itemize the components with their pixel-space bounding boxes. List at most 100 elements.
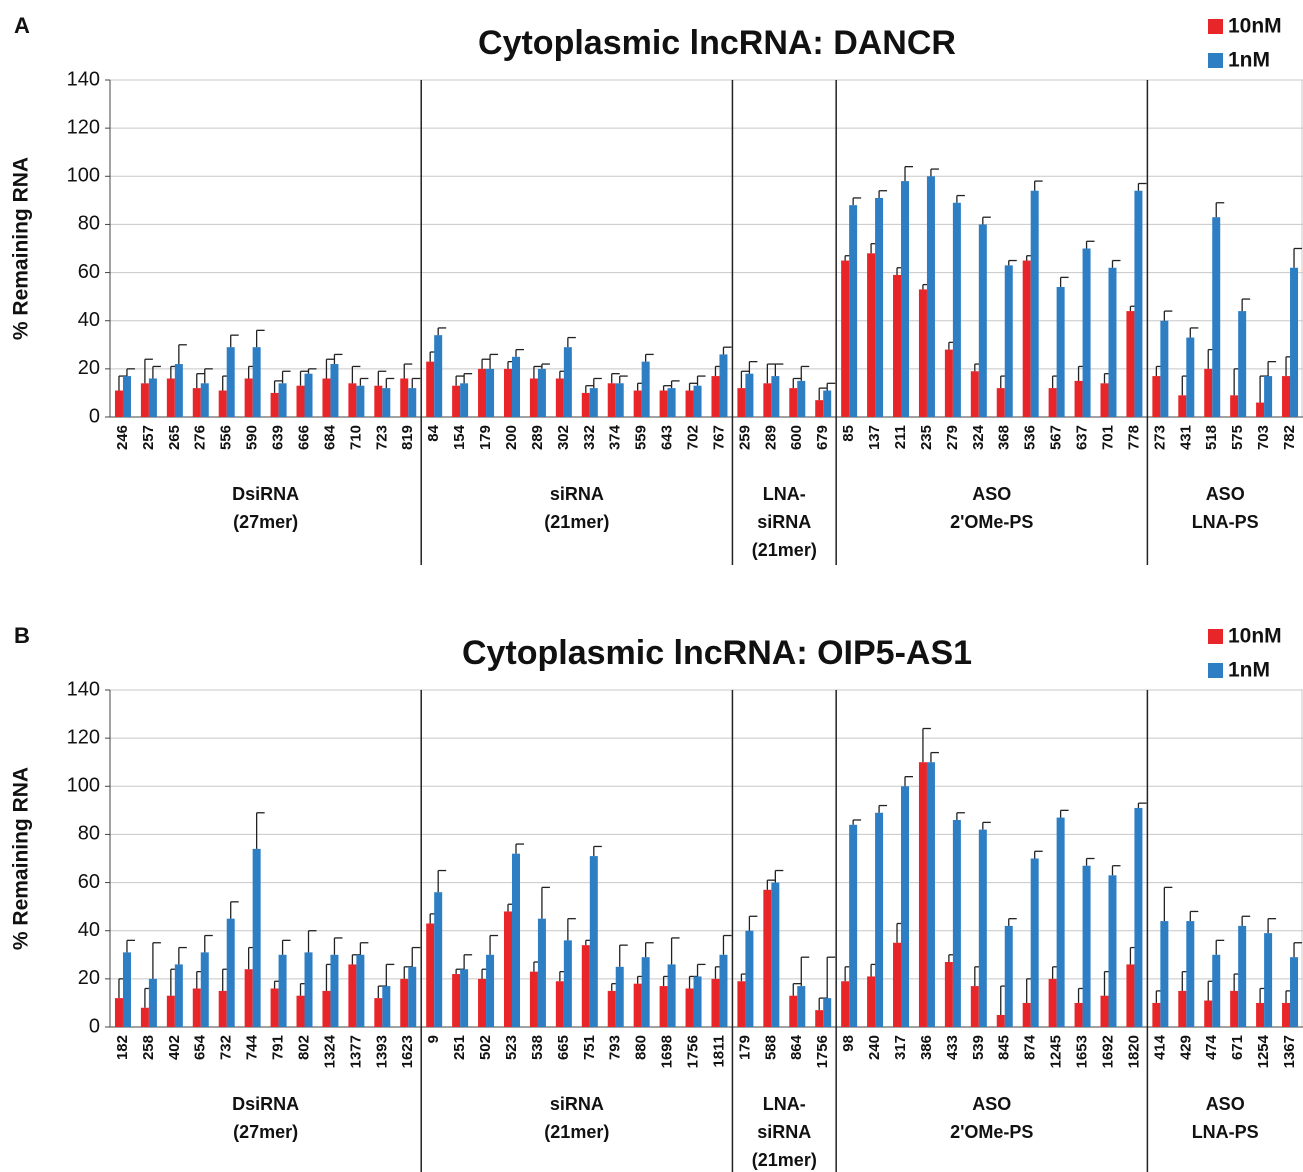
group-label: (27mer) xyxy=(233,512,298,532)
y-tick-label: 20 xyxy=(78,357,100,379)
bar xyxy=(641,361,650,417)
group-label: ASO xyxy=(972,484,1011,504)
x-tick-label: 1756 xyxy=(814,1035,831,1068)
x-tick-label: 701 xyxy=(1099,425,1116,450)
panel-label: B xyxy=(14,623,30,648)
bar xyxy=(1160,921,1169,1027)
x-tick-label: 710 xyxy=(347,425,364,450)
bar xyxy=(244,969,253,1027)
y-tick-label: 140 xyxy=(67,678,100,700)
bar xyxy=(1100,995,1109,1027)
x-tick-label: 751 xyxy=(581,1035,598,1060)
bar xyxy=(486,368,495,417)
bar xyxy=(296,385,305,417)
bar xyxy=(122,376,131,417)
bar xyxy=(511,853,520,1027)
bar xyxy=(278,954,287,1027)
bar xyxy=(823,998,832,1027)
x-tick-label: 386 xyxy=(918,1035,935,1060)
bar xyxy=(304,373,313,417)
y-tick-label: 60 xyxy=(78,261,100,283)
bar xyxy=(867,976,876,1027)
bar xyxy=(460,969,469,1027)
x-tick-label: 98 xyxy=(840,1035,857,1052)
bar xyxy=(737,388,746,417)
bar xyxy=(1264,933,1273,1027)
bar xyxy=(148,378,157,417)
bar xyxy=(771,376,780,417)
bar xyxy=(815,400,824,417)
bar xyxy=(348,964,357,1027)
bar xyxy=(823,390,832,417)
bar xyxy=(122,952,131,1027)
bar xyxy=(460,383,469,417)
x-tick-label: 845 xyxy=(996,1035,1013,1060)
group-label: LNA- xyxy=(763,1094,806,1114)
x-tick-label: 556 xyxy=(218,425,235,450)
x-tick-label: 1393 xyxy=(373,1035,390,1068)
bar xyxy=(563,940,572,1027)
bar xyxy=(426,361,435,417)
x-tick-label: 289 xyxy=(529,425,546,450)
group-label: (21mer) xyxy=(752,1150,817,1170)
bar xyxy=(140,1007,149,1027)
bar xyxy=(400,378,409,417)
x-tick-label: 588 xyxy=(762,1035,779,1060)
bar xyxy=(1256,402,1265,417)
bar xyxy=(1282,376,1291,417)
x-tick-label: 289 xyxy=(762,425,779,450)
bar xyxy=(140,383,149,417)
bar xyxy=(1212,954,1221,1027)
bar xyxy=(1212,217,1221,417)
bar xyxy=(952,819,961,1027)
bar xyxy=(1074,1002,1083,1027)
group-label: DsiRNA xyxy=(232,1094,299,1114)
x-tick-label: 518 xyxy=(1203,425,1220,450)
group-label: siRNA xyxy=(550,484,604,504)
bar xyxy=(1238,311,1247,417)
x-tick-label: 332 xyxy=(581,425,598,450)
bar xyxy=(763,383,772,417)
x-tick-label: 258 xyxy=(140,1035,157,1060)
bar xyxy=(1186,337,1195,417)
bar xyxy=(1178,395,1187,417)
bar xyxy=(408,966,417,1027)
bar xyxy=(511,356,520,417)
bar xyxy=(356,385,365,417)
bar xyxy=(918,762,927,1027)
x-tick-label: 1698 xyxy=(659,1035,676,1068)
legend-label: 10nM xyxy=(1228,15,1282,38)
y-tick-label: 80 xyxy=(78,823,100,845)
bar xyxy=(978,829,987,1027)
bar xyxy=(330,364,339,417)
x-tick-label: 778 xyxy=(1125,425,1142,450)
group-label: DsiRNA xyxy=(232,484,299,504)
bar xyxy=(581,392,590,417)
bar xyxy=(278,383,287,417)
x-tick-label: 279 xyxy=(944,425,961,450)
x-tick-label: 137 xyxy=(866,425,883,450)
x-tick-label: 665 xyxy=(555,1035,572,1060)
y-tick-label: 100 xyxy=(67,165,100,187)
x-tick-label: 874 xyxy=(1022,1034,1039,1060)
bar xyxy=(537,918,546,1027)
bar xyxy=(1048,978,1057,1027)
x-tick-label: 539 xyxy=(970,1035,987,1060)
x-tick-label: 259 xyxy=(736,425,753,450)
bar xyxy=(893,274,902,417)
bar xyxy=(537,368,546,417)
bar xyxy=(1100,383,1109,417)
legend-swatch xyxy=(1208,629,1223,644)
group-label: LNA-PS xyxy=(1192,512,1259,532)
x-tick-label: 864 xyxy=(788,1034,805,1060)
bar xyxy=(148,978,157,1027)
x-tick-label: 1377 xyxy=(347,1035,364,1068)
x-tick-label: 1653 xyxy=(1074,1035,1091,1068)
x-tick-label: 523 xyxy=(503,1035,520,1060)
bar xyxy=(841,260,850,417)
bar xyxy=(745,373,754,417)
bar xyxy=(322,378,331,417)
bar xyxy=(1056,817,1065,1027)
x-tick-label: 235 xyxy=(918,425,935,450)
x-tick-label: 84 xyxy=(425,424,442,441)
